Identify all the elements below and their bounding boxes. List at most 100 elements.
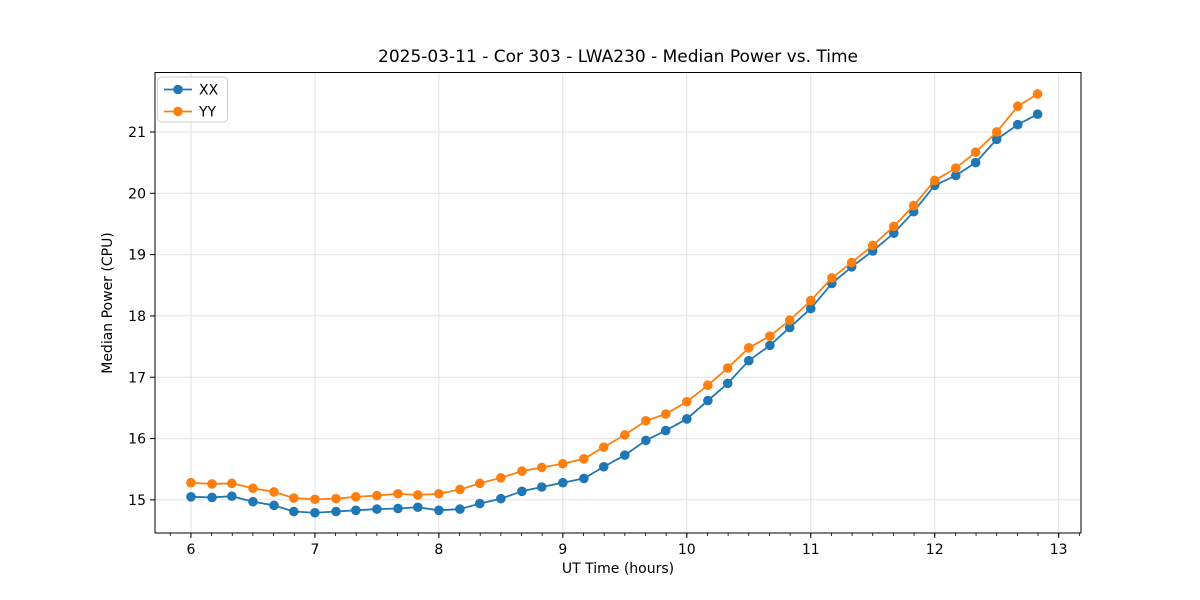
data-point bbox=[970, 157, 981, 168]
data-point bbox=[517, 466, 527, 476]
data-point bbox=[331, 506, 341, 517]
legend-label: XX bbox=[199, 83, 219, 99]
data-point bbox=[289, 493, 299, 503]
data-point bbox=[474, 478, 485, 489]
x-tick-label: 7 bbox=[310, 542, 319, 558]
data-point bbox=[846, 257, 857, 268]
data-point bbox=[722, 363, 733, 373]
x-tick-label: 9 bbox=[558, 542, 567, 558]
grid bbox=[155, 72, 1081, 533]
y-tick-label: 21 bbox=[128, 125, 146, 141]
data-point bbox=[496, 493, 506, 504]
data-point bbox=[248, 496, 258, 507]
y-axis-label: Median Power (CPU) bbox=[100, 232, 116, 374]
data-point bbox=[929, 175, 940, 186]
data-point bbox=[743, 355, 754, 366]
data-point bbox=[681, 414, 692, 424]
series-yy bbox=[186, 89, 1043, 505]
data-point bbox=[434, 505, 444, 516]
data-point bbox=[579, 473, 589, 484]
legend-marker bbox=[173, 84, 183, 95]
data-point bbox=[558, 458, 568, 469]
x-axis-label: UT Time (hours) bbox=[562, 561, 674, 577]
data-point bbox=[227, 491, 237, 502]
data-point bbox=[805, 303, 816, 314]
y-tick-label: 18 bbox=[128, 309, 146, 325]
data-point bbox=[743, 343, 754, 353]
data-point bbox=[827, 273, 837, 283]
data-point bbox=[620, 450, 630, 460]
data-point bbox=[207, 479, 217, 489]
data-point bbox=[536, 462, 547, 473]
data-point bbox=[784, 315, 795, 326]
data-point bbox=[227, 478, 237, 489]
data-point bbox=[1012, 119, 1023, 130]
data-point bbox=[455, 484, 465, 495]
data-point bbox=[393, 503, 403, 514]
data-point bbox=[889, 228, 899, 238]
x-tick-label: 11 bbox=[802, 542, 820, 558]
legend: XX YY bbox=[157, 76, 228, 123]
data-point bbox=[310, 507, 320, 518]
data-point bbox=[908, 200, 919, 211]
legend-label: YY bbox=[198, 105, 217, 121]
x-tick-label: 10 bbox=[678, 542, 696, 558]
data-point bbox=[474, 498, 485, 509]
data-point bbox=[889, 221, 899, 232]
data-point bbox=[269, 487, 279, 497]
data-point bbox=[660, 425, 671, 436]
series-line bbox=[190, 113, 1039, 514]
data-point bbox=[269, 500, 279, 511]
data-point bbox=[660, 409, 671, 419]
data-point bbox=[207, 492, 217, 503]
data-point bbox=[536, 482, 547, 492]
data-point bbox=[641, 435, 651, 446]
data-point bbox=[331, 493, 341, 504]
y-tick-label: 16 bbox=[128, 432, 146, 448]
plot-frame bbox=[154, 72, 1082, 534]
data-point bbox=[950, 170, 961, 181]
data-point bbox=[681, 396, 692, 407]
data-point bbox=[413, 490, 423, 500]
data-point bbox=[703, 395, 713, 406]
data-point bbox=[703, 380, 713, 391]
data-point bbox=[496, 473, 506, 483]
data-point bbox=[784, 322, 795, 333]
data-point bbox=[867, 240, 878, 251]
data-point bbox=[186, 477, 196, 488]
data-point bbox=[310, 494, 320, 505]
data-point bbox=[970, 147, 981, 158]
y-tick-label: 19 bbox=[128, 248, 146, 264]
data-point bbox=[1032, 109, 1043, 119]
data-point bbox=[393, 488, 403, 499]
data-point bbox=[1032, 89, 1043, 99]
data-point bbox=[372, 490, 382, 501]
data-point bbox=[372, 504, 382, 514]
y-tick-label: 20 bbox=[128, 186, 146, 202]
data-point bbox=[413, 502, 423, 513]
data-point bbox=[598, 442, 609, 452]
legend-item-yy: YY bbox=[164, 105, 217, 121]
data-point bbox=[248, 483, 258, 494]
data-point bbox=[434, 488, 444, 499]
data-point bbox=[351, 505, 361, 516]
data-point bbox=[455, 504, 465, 514]
data-point bbox=[186, 492, 196, 502]
axis-ticks: 6 7 8 9 10 11 12 13 15 16 17 18 19 20 21 bbox=[128, 125, 1067, 558]
data-point bbox=[598, 461, 609, 472]
x-tick-label: 6 bbox=[186, 542, 195, 558]
plot-area: 6 7 8 9 10 11 12 13 15 16 17 18 19 20 21 XX YY bbox=[128, 72, 1082, 558]
data-point bbox=[765, 331, 775, 341]
data-point bbox=[351, 492, 361, 502]
data-point bbox=[517, 486, 527, 497]
data-point bbox=[765, 340, 775, 351]
data-point bbox=[991, 134, 1002, 145]
data-point bbox=[289, 506, 299, 517]
data-point bbox=[641, 415, 651, 426]
legend-marker bbox=[173, 106, 183, 117]
data-point bbox=[805, 295, 816, 306]
data-point bbox=[558, 477, 568, 488]
x-tick-label: 13 bbox=[1050, 542, 1068, 558]
